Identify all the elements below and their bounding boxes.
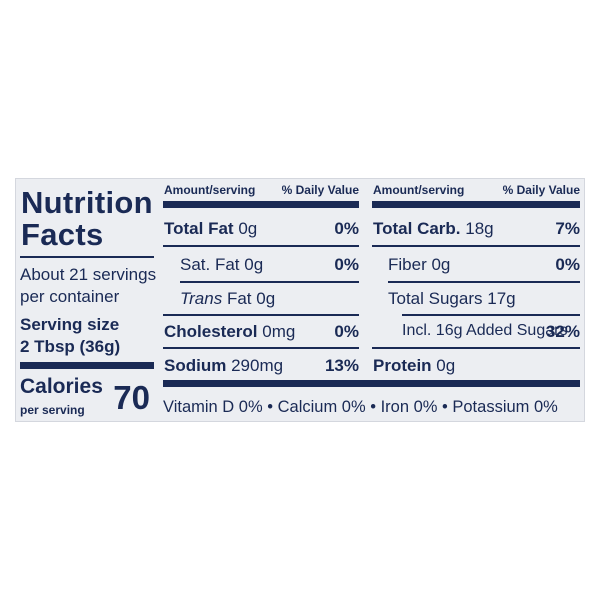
nutrition-facts-panel: Nutrition Facts About 21 servings per co… [15,178,585,422]
nutrient-sat-fat: Sat. Fat 0g [180,255,264,274]
amount-header: Amount/serving [373,183,465,197]
dv-added-sugars: 32% [545,322,580,341]
servings-line-2: per container [20,287,120,306]
divider [372,347,580,349]
dv-total-fat: 0% [334,219,359,238]
calories-per-serving: per serving [20,403,85,417]
nutrient-total-sugars: Total Sugars 17g [388,289,516,308]
divider [163,347,359,349]
divider [388,281,580,283]
amount-header: Amount/serving [164,183,256,197]
nutrient-sodium: Sodium 290mg [164,356,284,375]
title-line-2: Facts [21,217,104,252]
thick-divider [163,380,580,387]
vitamins-minerals-footer: Vitamin D 0% • Calcium 0% • Iron 0% • Po… [163,398,558,416]
nutrient-cholesterol: Cholesterol 0mg [164,322,296,341]
dv-sat-fat: 0% [334,255,359,274]
dv-cholesterol: 0% [334,322,359,341]
nutrient-protein: Protein 0g [373,356,456,375]
thick-divider [20,362,154,369]
calories-label: Calories [20,375,103,398]
dv-header: % Daily Value [502,183,580,197]
divider [372,245,580,247]
serving-size-label: Serving size [20,315,120,334]
nutrient-fiber: Fiber 0g [388,255,451,274]
dv-sodium: 13% [324,356,359,375]
divider [163,314,359,316]
nutrient-total-fat: Total Fat 0g [164,219,258,238]
divider [163,245,359,247]
divider [20,256,154,258]
nutrient-trans-fat: Trans Fat 0g [180,289,276,308]
dv-fiber: 0% [555,255,580,274]
dv-total-carb: 7% [555,219,580,238]
calories-value: 70 [113,379,150,416]
servings-line-1: About 21 servings [20,265,157,284]
thick-divider [163,201,359,208]
divider [402,314,580,316]
nutrient-added-sugars: Incl. 16g Added Sugars [402,322,568,339]
dv-header: % Daily Value [281,183,359,197]
serving-size-value: 2 Tbsp (36g) [20,337,121,356]
nutrient-total-carb: Total Carb. 18g [373,219,494,238]
divider [180,281,359,283]
thick-divider [372,201,580,208]
title-line-1: Nutrition [21,185,153,220]
